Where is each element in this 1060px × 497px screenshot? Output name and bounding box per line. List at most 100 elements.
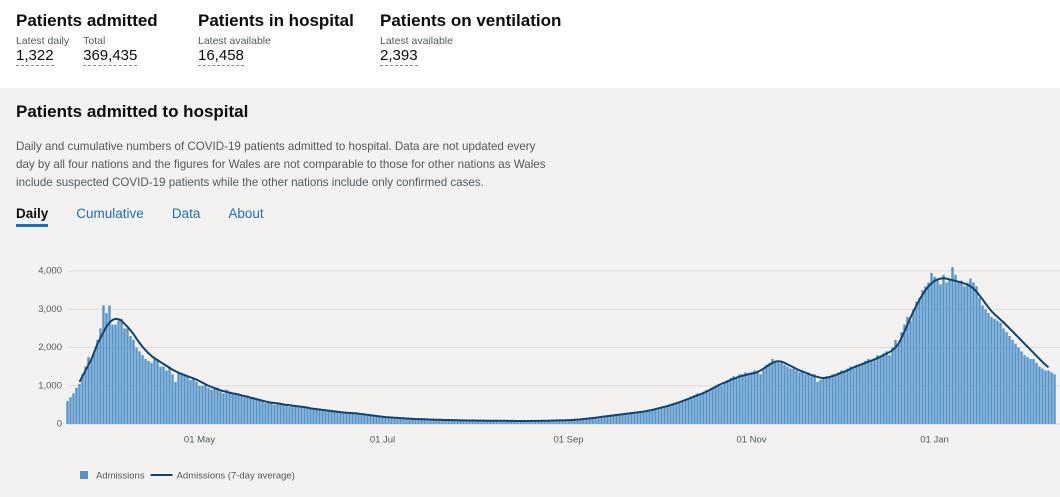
bar [246,395,249,424]
bar [174,381,177,424]
bar [489,420,492,424]
bar [300,406,303,424]
bar [153,358,156,424]
bar [648,410,651,424]
bar [1023,355,1026,424]
bar [321,409,324,424]
bar [408,418,411,424]
bar [984,309,987,424]
bar [894,339,897,424]
bar [201,385,204,424]
bar [702,391,705,424]
tab[interactable]: Daily [16,206,49,227]
bar [645,410,648,424]
bar [333,411,336,424]
y-tick-label: 4,000 [38,266,62,277]
metric-value[interactable]: 1,322 [16,47,54,66]
bar [504,420,507,424]
bar [270,402,273,424]
bar [486,420,489,424]
bar [699,394,702,424]
bar [774,360,777,424]
bar [138,351,141,424]
bar [876,355,879,424]
bar [948,278,951,424]
bar [663,406,666,424]
bar [1053,374,1056,424]
bar [180,374,183,424]
bar [84,366,87,424]
bar [879,357,882,424]
bar [393,417,396,424]
bar [999,322,1002,424]
bar [543,420,546,424]
bar [552,420,555,424]
metric-value[interactable]: 369,435 [83,47,138,66]
bar [741,374,744,424]
bar [900,332,903,424]
bar [195,381,198,424]
bar [507,420,510,424]
bar [918,297,921,424]
bar [327,410,330,424]
bar [735,378,738,424]
bar [801,370,804,424]
bar [912,309,915,424]
bar [1002,328,1005,424]
bar [678,401,681,424]
legend-swatch [80,471,88,479]
bar [483,420,486,424]
bar [1032,358,1035,424]
bar [750,372,753,424]
bar [777,362,780,424]
bar [990,316,993,424]
bar [855,364,858,424]
bar [996,320,999,424]
bar [759,374,762,424]
bar [927,282,930,424]
bar [945,282,948,424]
legend-label: Admissions (7-day average) [177,471,295,482]
metric-value[interactable]: 16,458 [198,47,244,66]
bar [402,418,405,424]
bar [156,358,159,424]
bar [225,389,228,424]
bar [978,297,981,424]
bar [222,393,225,424]
bar [924,286,927,424]
bar [345,412,348,424]
tab[interactable]: Cumulative [76,206,144,221]
bar [456,420,459,424]
bar [477,420,480,424]
bar [972,282,975,424]
headline-card: Patients on ventilation Latest available… [380,10,561,66]
bar [618,414,621,424]
section-title: Patients admitted to hospital [16,102,249,121]
bar [480,420,483,424]
bar [873,358,876,424]
bar [696,393,699,424]
bar [966,282,969,424]
bar [849,366,852,424]
tab[interactable]: Data [171,206,201,221]
bar [318,408,321,424]
bar [1050,372,1053,424]
bar [1011,339,1014,424]
bar [204,383,207,424]
bar [312,409,315,424]
bar [723,381,726,424]
bar [114,324,117,424]
bar [447,420,450,424]
bar [411,418,414,424]
bar [606,415,609,424]
y-tick-label: 1,000 [38,380,62,391]
bar [126,328,129,424]
bar [822,378,825,424]
bar [324,410,327,424]
bar [534,420,537,424]
bar [141,355,144,424]
bar [981,305,984,424]
tab[interactable]: About [228,206,264,221]
metric-value[interactable]: 2,393 [380,47,418,66]
bar [987,313,990,424]
